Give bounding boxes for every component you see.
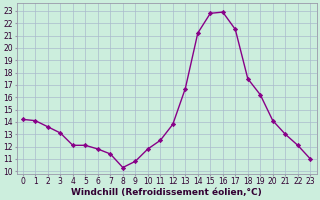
X-axis label: Windchill (Refroidissement éolien,°C): Windchill (Refroidissement éolien,°C) <box>71 188 262 197</box>
